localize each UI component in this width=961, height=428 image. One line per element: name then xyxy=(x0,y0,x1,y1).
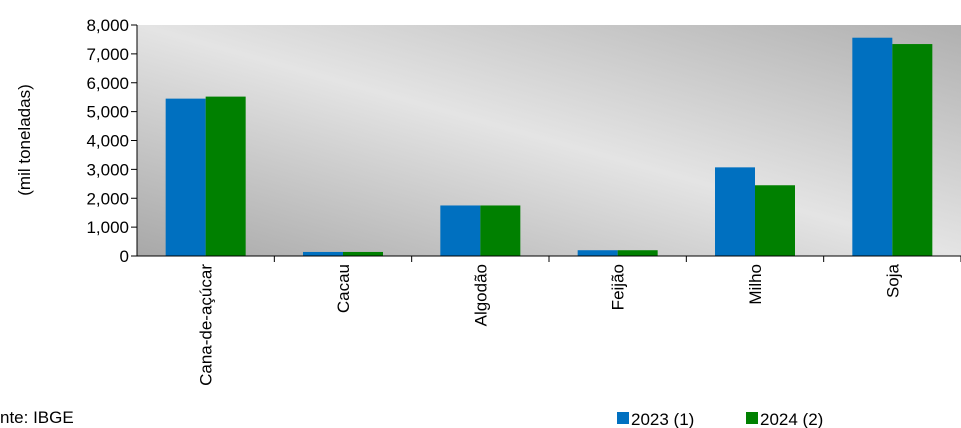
y-tick-label: 0 xyxy=(120,247,129,266)
y-axis: 0 1,000 2,000 3,000 4,000 5,000 6,000 7,000 8,00… xyxy=(86,16,138,266)
x-category-label: Cana-de-açúcar xyxy=(197,264,216,386)
legend-label: 2023 (1) xyxy=(631,410,694,428)
legend-swatch xyxy=(617,412,629,424)
legend-label: 2024 (2) xyxy=(760,410,823,428)
source-note: nte: IBGE xyxy=(0,408,74,427)
y-tick-label: 6,000 xyxy=(86,74,129,93)
x-axis: Cana-de-açúcar Cacau Algodão Feijão Milho Soj… xyxy=(137,255,961,386)
x-category-label: Soja xyxy=(883,263,902,298)
y-tick-label: 3,000 xyxy=(86,160,129,179)
bar xyxy=(892,44,933,257)
legend-swatch xyxy=(746,412,758,424)
y-axis-label: (mil toneladas) xyxy=(15,84,34,196)
y-tick-label: 4,000 xyxy=(86,132,129,151)
y-tick-label: 7,000 xyxy=(86,45,129,64)
bar xyxy=(205,96,246,256)
bar xyxy=(343,251,383,256)
bar xyxy=(852,37,893,256)
bar xyxy=(440,205,481,256)
x-category-label: Milho xyxy=(746,264,765,305)
x-category-label: Cacau xyxy=(334,264,353,313)
bar xyxy=(165,98,206,256)
y-tick-label: 2,000 xyxy=(86,189,129,208)
y-tick-label: 1,000 xyxy=(86,218,129,237)
bar xyxy=(755,185,795,256)
bar xyxy=(303,251,343,256)
bar xyxy=(480,205,521,256)
bar xyxy=(715,167,755,256)
bars xyxy=(165,37,933,257)
x-category-label: Algodão xyxy=(471,264,490,326)
legend: 2023 (1) 2024 (2) xyxy=(617,410,823,428)
bar xyxy=(577,250,618,256)
y-tick-label: 5,000 xyxy=(86,103,129,122)
bar xyxy=(617,250,658,256)
plot-area xyxy=(137,25,961,256)
x-category-label: Feijão xyxy=(609,264,628,310)
y-tick-label: 8,000 xyxy=(86,16,129,35)
